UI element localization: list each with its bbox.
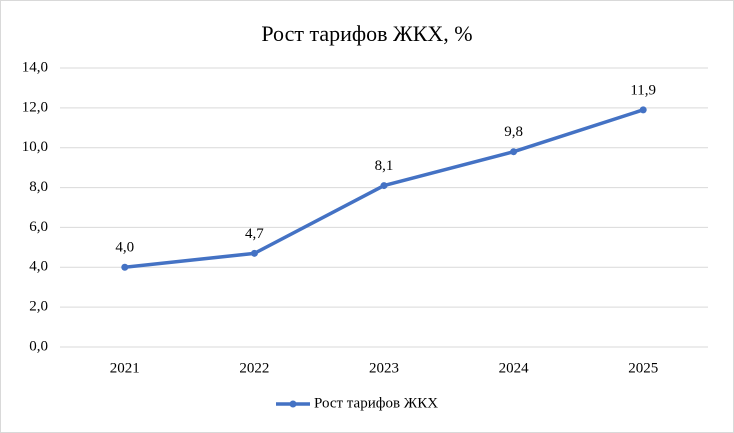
y-tick-label: 10,0 bbox=[22, 139, 48, 155]
y-tick-label: 0,0 bbox=[29, 338, 48, 354]
legend-marker bbox=[289, 400, 297, 408]
y-tick-label: 2,0 bbox=[29, 299, 48, 315]
data-label: 9,8 bbox=[504, 124, 523, 140]
data-label: 4,7 bbox=[245, 226, 264, 242]
y-tick-label: 6,0 bbox=[29, 219, 48, 235]
x-tick-label: 2025 bbox=[628, 360, 658, 376]
point bbox=[380, 182, 388, 190]
data-label: 4,0 bbox=[115, 240, 134, 256]
point bbox=[639, 106, 647, 114]
x-tick-label: 2021 bbox=[110, 360, 140, 376]
x-tick-label: 2024 bbox=[499, 360, 530, 376]
point bbox=[250, 249, 258, 257]
y-tick-label: 4,0 bbox=[29, 259, 48, 275]
point bbox=[510, 148, 518, 156]
y-tick-label: 14,0 bbox=[22, 59, 48, 75]
x-tick-label: 2023 bbox=[369, 360, 399, 376]
data-label: 11,9 bbox=[630, 82, 656, 98]
x-tick-label: 2022 bbox=[239, 360, 269, 376]
data-label: 8,1 bbox=[375, 158, 394, 174]
y-tick-label: 12,0 bbox=[22, 99, 48, 115]
point bbox=[121, 263, 129, 271]
legend-label: Рост тарифов ЖКХ bbox=[314, 395, 438, 411]
y-tick-label: 8,0 bbox=[29, 179, 48, 195]
chart-title: Рост тарифов ЖКХ, % bbox=[261, 21, 472, 46]
